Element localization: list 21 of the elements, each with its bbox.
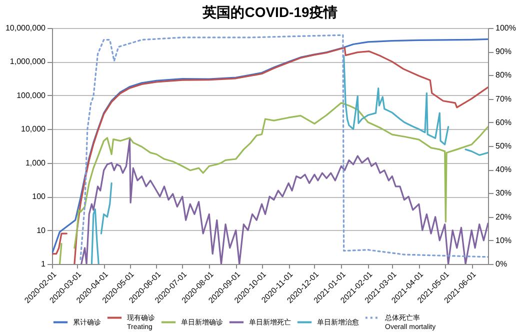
y-tick-label: 10	[36, 226, 46, 235]
y2-tick-label: 60%	[496, 118, 512, 127]
y2-tick-label: 50%	[496, 142, 512, 150]
y-tick-label: 100	[32, 192, 46, 202]
y2-tick-label: 70%	[496, 94, 512, 104]
y2-tick-label: 0%	[496, 260, 508, 268]
chart-title: 英国的COVID-19疫情	[202, 4, 338, 20]
y-tick-label: 1,000	[25, 158, 46, 168]
y2-tick-label: 100%	[496, 24, 516, 32]
y2-tick-label: 30%	[496, 188, 512, 198]
y-tick-label: 10,000,000	[5, 24, 46, 32]
y-tick-label: 1	[41, 260, 46, 268]
y2-tick-label: 10%	[496, 236, 512, 245]
y2-tick-label: 40%	[496, 165, 512, 174]
y-tick-label: 10,000	[21, 124, 46, 134]
y2-tick-label: 20%	[496, 212, 512, 222]
line-series	[80, 138, 488, 264]
y-tick-label: 100,000	[16, 90, 46, 100]
y2-tick-label: 90%	[496, 47, 512, 56]
y2-tick-label: 80%	[496, 70, 512, 80]
y-tick-label: 1,000,000	[10, 57, 46, 66]
